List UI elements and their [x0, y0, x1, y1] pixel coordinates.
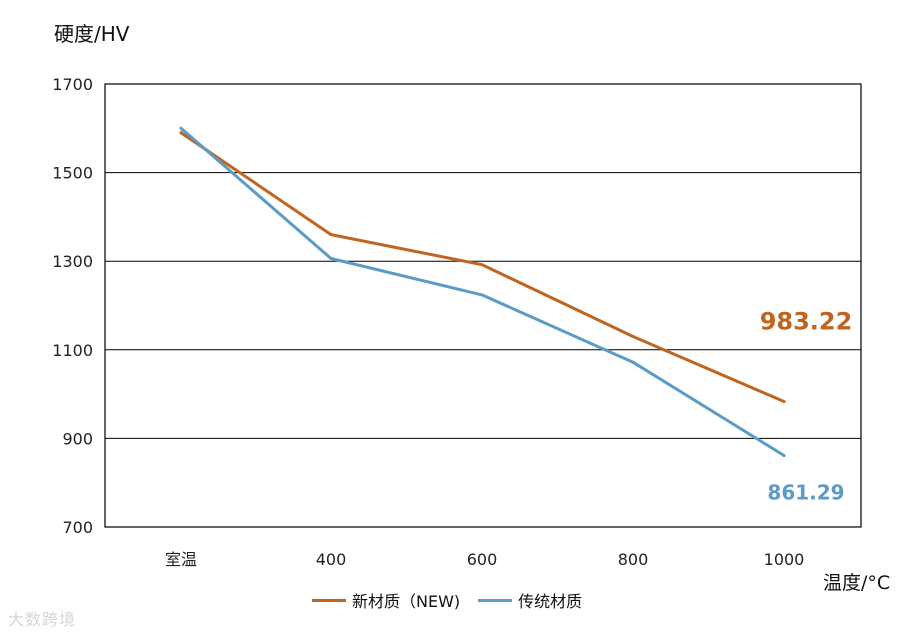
x-tick-label-0: 室温: [165, 550, 197, 569]
legend-label-new: 新材质（NEW): [352, 592, 461, 611]
x-tick-label-3: 800: [618, 550, 649, 569]
legend-item-traditional: 传统材质: [478, 588, 582, 612]
x-axis-title: 温度/°C: [823, 572, 891, 594]
x-tick-label-2: 600: [467, 550, 498, 569]
series-0-point-3: [631, 335, 635, 339]
watermark-logo: 大数跨境: [8, 610, 77, 629]
series-1-point-1: [329, 257, 333, 261]
series-0-point-1: [329, 233, 333, 237]
legend-swatch-new: [312, 598, 346, 602]
y-axis-title: 硬度/HV: [54, 22, 130, 46]
y-tick-label-1500: 1500: [52, 164, 93, 183]
legend-label-traditional: 传统材质: [518, 592, 583, 611]
series-0-point-2: [480, 263, 484, 267]
data-label-0: 983.22: [760, 308, 853, 336]
series-1-point-4: [782, 454, 786, 458]
series-1-point-2: [480, 293, 484, 297]
series-line-1: [179, 126, 786, 457]
series-1-point-3: [631, 360, 635, 364]
y-tick-label-700: 700: [62, 518, 93, 537]
plot-area-frame: [104, 83, 862, 528]
x-tick-label-4: 1000: [764, 550, 805, 569]
series-1-point-0: [179, 126, 183, 130]
data-label-1: 861.29: [767, 481, 844, 505]
legend: 新材质（NEW) 传统材质: [312, 588, 582, 612]
series-0-point-4: [782, 400, 786, 404]
y-tick-label-1300: 1300: [52, 252, 93, 271]
y-tick-label-900: 900: [62, 429, 93, 448]
legend-item-new: 新材质（NEW): [312, 588, 460, 612]
legend-swatch-traditional: [478, 598, 513, 602]
y-tick-label-1700: 1700: [52, 75, 93, 94]
series-0-point-0: [179, 131, 183, 135]
x-tick-label-1: 400: [316, 550, 347, 569]
y-tick-label-1100: 1100: [52, 341, 93, 360]
